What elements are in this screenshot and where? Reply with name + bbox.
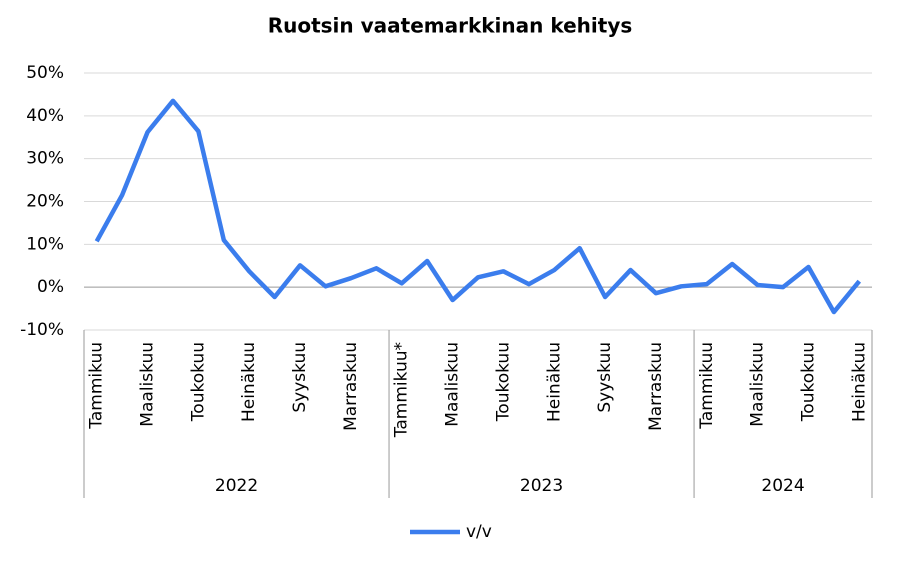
y-tick-label: 20%: [26, 192, 64, 212]
x-tick-label: Tammikuu: [697, 342, 717, 430]
y-tick-label: 50%: [26, 63, 64, 83]
x-tick-label: Toukokuu: [798, 342, 818, 422]
y-tick-label: 10%: [26, 234, 64, 254]
x-tick-label: Tammikuu*: [392, 342, 412, 438]
x-tick-label: Heinäkuu: [544, 342, 564, 422]
y-tick-label: 30%: [26, 149, 64, 169]
x-tick-label: Tammikuu: [87, 342, 107, 430]
x-tick-label: Maaliskuu: [443, 342, 463, 427]
x-group-label: 2023: [520, 476, 563, 496]
x-tick-label: Heinäkuu: [849, 342, 869, 422]
x-tick-label: Syyskuu: [595, 342, 615, 413]
x-tick-label: Toukokuu: [188, 342, 208, 422]
x-group-label: 2024: [761, 476, 804, 496]
x-tick-label: Marraskuu: [341, 342, 361, 431]
chart-title: Ruotsin vaatemarkkinan kehitys: [268, 14, 633, 38]
data-line: [94, 98, 862, 315]
y-tick-label: -10%: [20, 320, 64, 340]
y-tick-label: 0%: [37, 277, 64, 297]
x-tick-label: Syyskuu: [290, 342, 310, 413]
y-tick-label: 40%: [26, 106, 64, 126]
x-group-label: 2022: [215, 476, 258, 496]
x-tick-label: Maaliskuu: [138, 342, 158, 427]
x-tick-label: Toukokuu: [493, 342, 513, 422]
x-tick-label: Maaliskuu: [748, 342, 768, 427]
legend-label: v/v: [466, 522, 492, 542]
x-tick-label: Marraskuu: [646, 342, 666, 431]
x-tick-label: Heinäkuu: [239, 342, 259, 422]
